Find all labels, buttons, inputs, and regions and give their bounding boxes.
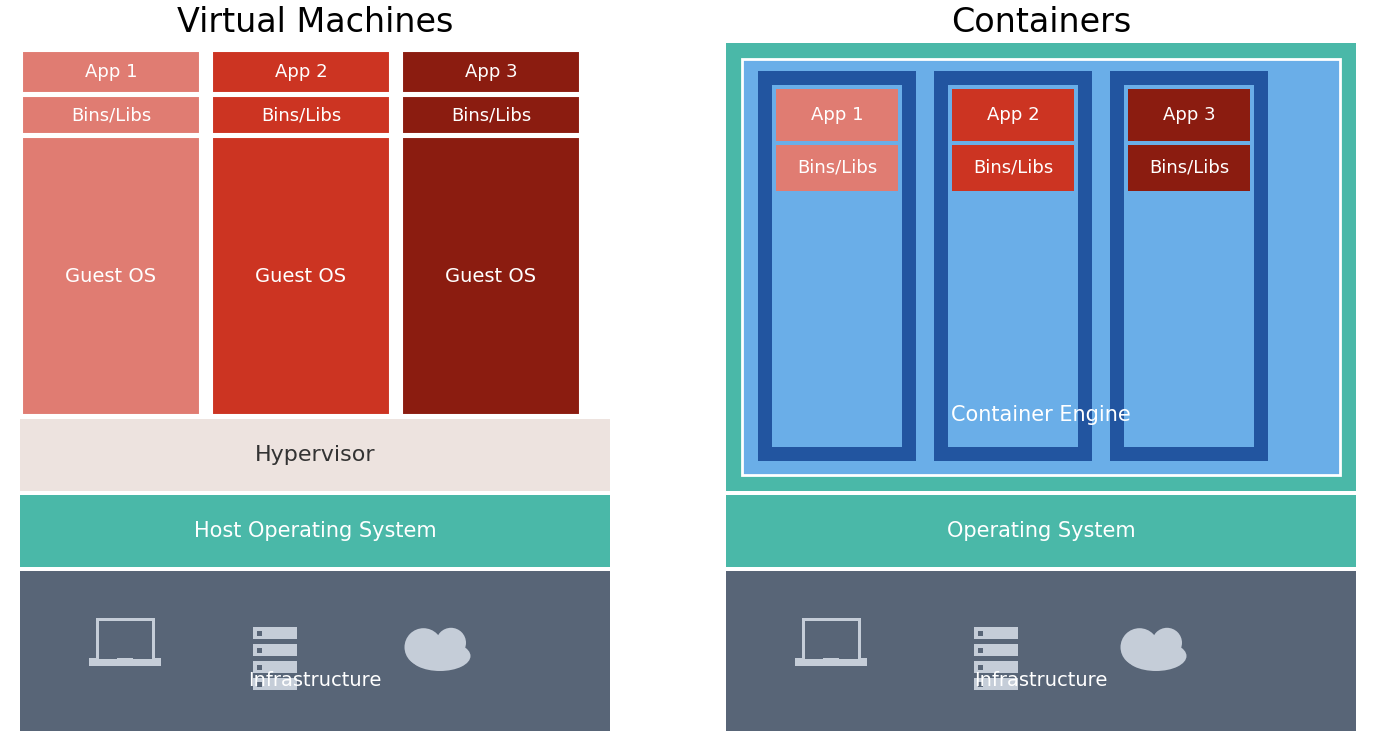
Text: App 3: App 3 [1163, 106, 1215, 124]
Bar [1128, 89, 1249, 141]
Bar [89, 658, 161, 666]
Bar [21, 495, 610, 567]
Text: Bins/Libs: Bins/Libs [261, 106, 341, 124]
Bar [257, 631, 261, 636]
Text: Bins/Libs: Bins/Libs [1149, 159, 1229, 177]
Bar [776, 89, 899, 141]
Text: Virtual Machines: Virtual Machines [176, 7, 453, 39]
Text: Infrastructure: Infrastructure [248, 671, 381, 691]
Bar [805, 621, 857, 659]
Bar [99, 621, 151, 659]
Bar [257, 648, 261, 653]
Text: App 2: App 2 [275, 63, 327, 81]
Bar [21, 419, 610, 491]
Bar [727, 495, 1355, 567]
Bar [212, 51, 389, 93]
Text: Bins/Libs: Bins/Libs [72, 106, 151, 124]
Bar [95, 618, 154, 662]
Bar [903, 71, 916, 461]
Bar [758, 71, 916, 85]
Bar [257, 665, 261, 670]
Bar [934, 71, 1093, 85]
Bar [974, 626, 1018, 639]
Bar [22, 51, 200, 93]
Bar [776, 145, 899, 191]
Bar [402, 96, 581, 134]
Bar [974, 643, 1018, 656]
Bar [801, 618, 860, 662]
Bar [952, 89, 1075, 141]
Bar [1128, 145, 1249, 191]
Bar [978, 665, 982, 670]
Bar [934, 447, 1093, 461]
Bar [253, 626, 297, 639]
Bar [978, 682, 982, 686]
Text: App 2: App 2 [987, 106, 1039, 124]
Text: App 1: App 1 [85, 63, 138, 81]
Text: Infrastructure: Infrastructure [974, 671, 1108, 691]
Text: Host Operating System: Host Operating System [194, 521, 436, 541]
Bar [1110, 71, 1269, 85]
Text: Bins/Libs: Bins/Libs [973, 159, 1053, 177]
Bar [727, 43, 1355, 491]
Bar [727, 571, 1355, 731]
Bar [978, 648, 982, 653]
Text: Containers: Containers [951, 7, 1131, 39]
Text: Guest OS: Guest OS [446, 267, 537, 285]
Ellipse shape [1126, 641, 1186, 671]
Bar [212, 137, 389, 415]
Bar [758, 447, 916, 461]
Bar [978, 631, 982, 636]
Ellipse shape [410, 641, 471, 671]
Bar [21, 571, 610, 731]
Bar [212, 96, 389, 134]
Bar [22, 96, 200, 134]
Bar [117, 658, 133, 662]
Bar [253, 643, 297, 656]
Bar [823, 658, 839, 662]
Circle shape [1120, 628, 1159, 666]
Bar [952, 145, 1075, 191]
Text: Hypervisor: Hypervisor [255, 445, 376, 465]
Bar [253, 677, 297, 689]
Text: Bins/Libs: Bins/Libs [451, 106, 531, 124]
Text: App 3: App 3 [465, 63, 517, 81]
Bar [253, 660, 297, 673]
Text: Operating System: Operating System [947, 521, 1135, 541]
Bar [934, 71, 948, 461]
Circle shape [436, 628, 466, 658]
Bar [1110, 447, 1269, 461]
Bar [974, 677, 1018, 689]
Text: Bins/Libs: Bins/Libs [797, 159, 877, 177]
Bar [758, 71, 772, 461]
Circle shape [1152, 628, 1182, 658]
Bar [1110, 71, 1124, 461]
Text: Container Engine: Container Engine [951, 405, 1131, 425]
Bar [742, 59, 1340, 475]
Bar [795, 658, 867, 666]
Bar [1077, 71, 1093, 461]
Text: Guest OS: Guest OS [256, 267, 347, 285]
Bar [1254, 71, 1269, 461]
Text: App 1: App 1 [810, 106, 863, 124]
Bar [257, 682, 261, 686]
Text: Guest OS: Guest OS [66, 267, 157, 285]
Bar [974, 660, 1018, 673]
Bar [22, 137, 200, 415]
Bar [402, 137, 581, 415]
Bar [402, 51, 581, 93]
Circle shape [405, 628, 443, 666]
